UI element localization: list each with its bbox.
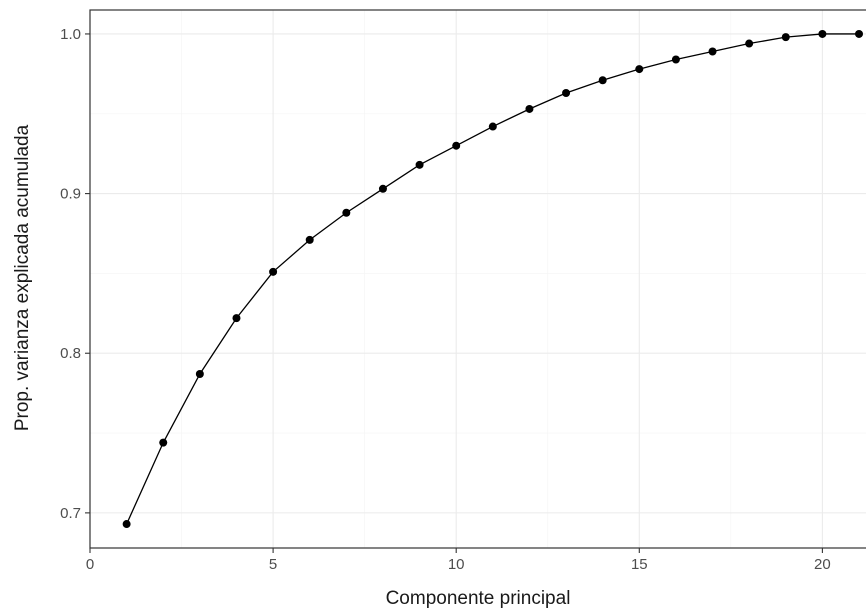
data-point [342, 208, 351, 217]
y-tick-label: 0.8 [60, 345, 81, 362]
data-point [818, 29, 827, 38]
data-point [452, 141, 461, 150]
data-point [232, 314, 241, 323]
y-tick-label: 0.9 [60, 186, 81, 203]
x-tick-label: 5 [269, 556, 277, 573]
data-point [305, 235, 314, 244]
data-points [122, 29, 864, 529]
data-point [488, 122, 497, 131]
data-point [855, 29, 864, 38]
x-tick-label: 15 [631, 556, 648, 573]
x-tick-label: 20 [814, 556, 831, 573]
axis-ticks: 0 5 10 15 20 0.7 0.8 0.9 1.0 [60, 26, 831, 573]
y-tick-label: 1.0 [60, 26, 81, 43]
grid-lines [89, 10, 866, 548]
data-point [708, 47, 717, 56]
data-point [562, 89, 571, 98]
panel-border [89, 9, 866, 549]
data-point [415, 160, 424, 169]
y-tick-label: 0.7 [60, 505, 81, 522]
data-point [635, 65, 644, 74]
data-point [745, 39, 754, 48]
series-line-layer [126, 33, 860, 525]
data-point [195, 369, 204, 378]
data-point [378, 184, 387, 193]
data-point [122, 520, 131, 529]
data-point [671, 55, 680, 64]
data-point [781, 33, 790, 42]
data-point [159, 438, 168, 447]
data-point [525, 104, 534, 113]
x-axis-title: Componente principal [386, 588, 571, 609]
data-point [598, 76, 607, 85]
y-axis-title: Prop. varianza explicada acumulada [12, 124, 33, 431]
series-line [126, 33, 860, 525]
x-tick-label: 0 [86, 556, 94, 573]
data-point [269, 267, 278, 276]
x-tick-label: 10 [448, 556, 465, 573]
